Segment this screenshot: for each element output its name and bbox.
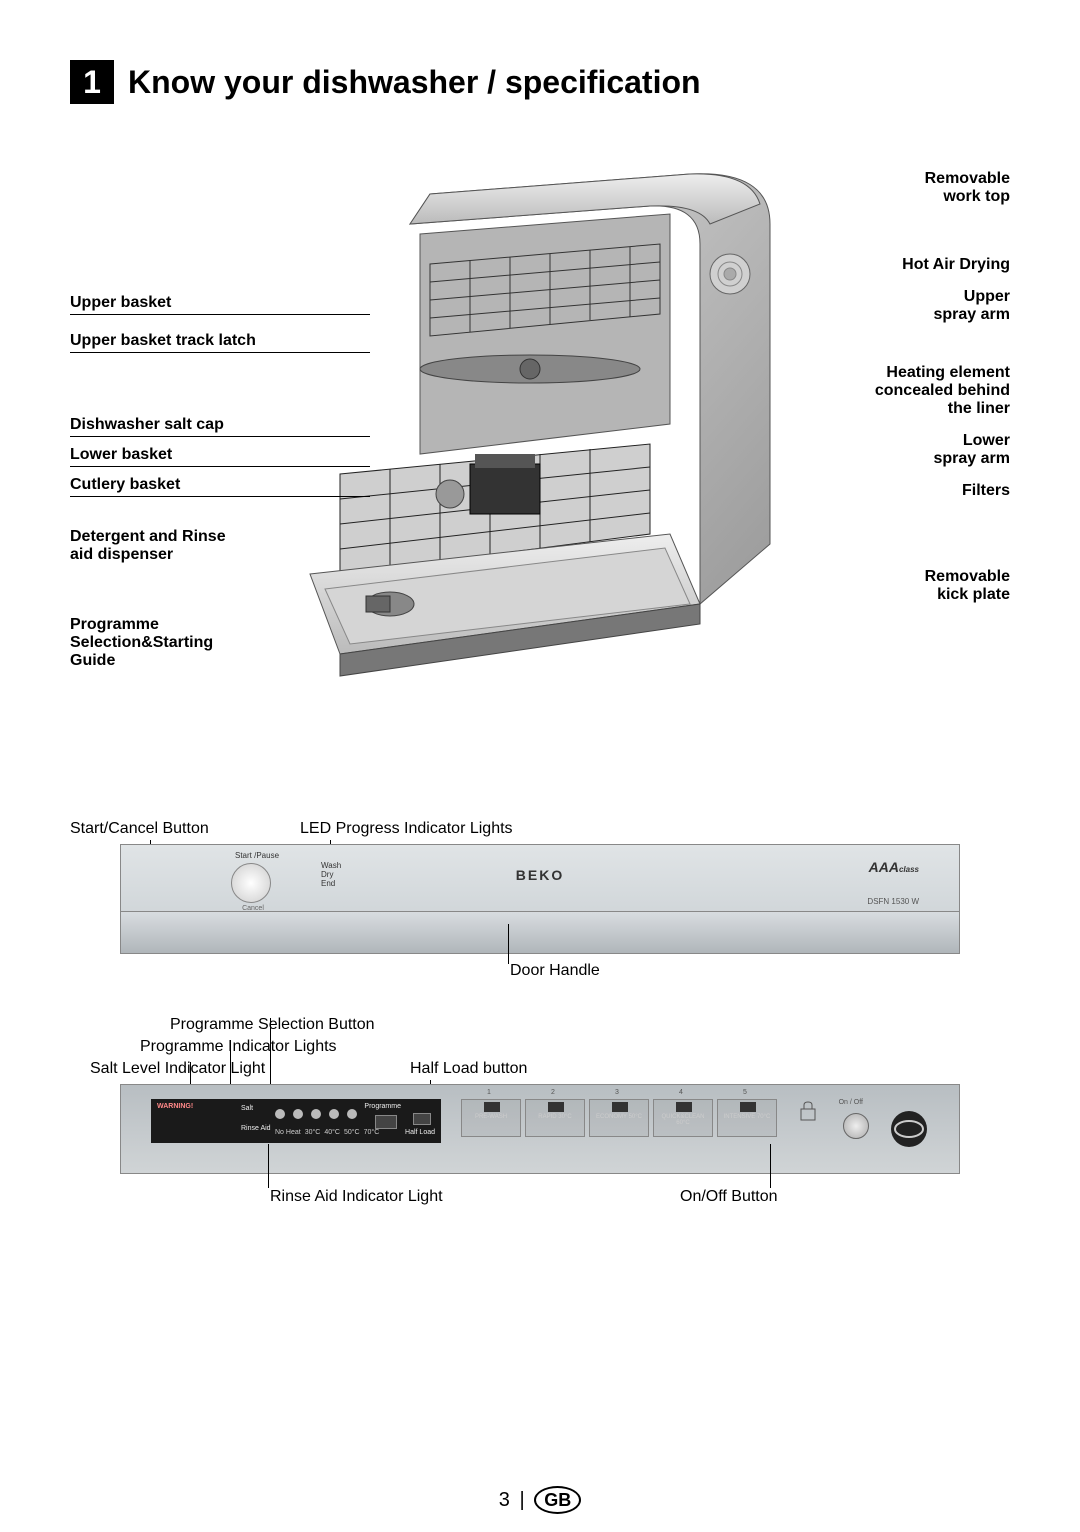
control-panel-lower-zone: Programme Selection Button Programme Ind… (70, 1084, 1010, 1174)
programme-name: ECONOMY 50°C (590, 1114, 648, 1120)
label-lower-basket: Lower basket (70, 446, 370, 467)
programme-button-label: Programme (364, 1103, 401, 1110)
wash-icon (676, 1102, 692, 1112)
led-label-wash: Wash (321, 861, 341, 870)
leader-line (230, 1040, 231, 1090)
model-number: DSFN 1530 W (867, 897, 919, 906)
programme-box: QUICK&CLEAN 60°C (653, 1099, 713, 1137)
dishwasher-diagram: Upper basket Upper basket track latch Di… (70, 164, 1010, 724)
temp-label: 70°C (364, 1129, 380, 1136)
programme-box: RAPID 30°C (525, 1099, 585, 1137)
label-cutlery-basket: Cutlery basket (70, 476, 370, 497)
label-programme-guide: Programme Selection&Starting Guide (70, 616, 370, 672)
programme-indicator-light (293, 1109, 303, 1119)
programme-indicator-light (311, 1109, 321, 1119)
upper-control-panel: Start /Pause Cancel Press&Hold 3 sec. Wa… (120, 844, 960, 954)
wash-icon (484, 1102, 500, 1112)
brand-emblem-icon (889, 1109, 929, 1149)
aaa-label: AAA (869, 859, 899, 875)
programme-name: PRE-WASH (462, 1114, 520, 1120)
section-number-badge: 1 (70, 60, 114, 104)
programme-number: 2 (551, 1089, 555, 1096)
temp-label: 50°C (344, 1129, 360, 1136)
onoff-label: On / Off (839, 1099, 863, 1106)
lock-icon (799, 1101, 817, 1121)
programme-number: 4 (679, 1089, 683, 1096)
programme-box: ECONOMY 50°C (589, 1099, 649, 1137)
page-footer: 3 | GB (0, 1489, 1080, 1512)
wash-icon (612, 1102, 628, 1112)
programme-name: QUICK&CLEAN 60°C (654, 1114, 712, 1126)
led-label-end: End (321, 879, 341, 888)
leader-line (770, 1144, 771, 1188)
caption-start-cancel: Start/Cancel Button (70, 820, 209, 838)
label-upper-basket-track-latch: Upper basket track latch (70, 332, 370, 353)
rinse-indicator-label: Rinse Aid (241, 1125, 271, 1132)
wash-icon (548, 1102, 564, 1112)
page-number: 3 (499, 1489, 510, 1511)
programme-number: 5 (743, 1089, 747, 1096)
wash-icon (740, 1102, 756, 1112)
label-kick-plate: Removable kick plate (770, 568, 1010, 604)
programme-number: 3 (615, 1089, 619, 1096)
section-header: 1 Know your dishwasher / specification (70, 60, 1010, 104)
lower-control-panel: WARNING! Salt Rinse Aid No Heat 30°C 40°… (120, 1084, 960, 1174)
leader-line (270, 1018, 271, 1088)
label-filters: Filters (770, 482, 1010, 500)
warning-label: WARNING! (157, 1103, 193, 1110)
led-label-dry: Dry (321, 870, 341, 879)
leader-line (268, 1144, 269, 1188)
section-title: Know your dishwasher / specification (128, 64, 701, 101)
onoff-button[interactable] (843, 1113, 869, 1139)
caption-onoff: On/Off Button (680, 1188, 778, 1206)
programme-number: 1 (487, 1089, 491, 1096)
programme-box: PRE-WASH (461, 1099, 521, 1137)
label-hot-air-drying: Hot Air Drying (770, 256, 1010, 274)
start-cancel-knob[interactable] (231, 863, 271, 903)
label-lower-spray-arm: Lower spray arm (770, 432, 1010, 468)
control-panel-upper-zone: Start/Cancel Button LED Progress Indicat… (70, 844, 1010, 954)
caption-programme-selection: Programme Selection Button (170, 1016, 375, 1034)
temp-label: No Heat (275, 1129, 301, 1136)
caption-programme-indicator: Programme Indicator Lights (140, 1038, 337, 1056)
label-salt-cap: Dishwasher salt cap (70, 416, 370, 437)
caption-rinse-aid: Rinse Aid Indicator Light (270, 1188, 443, 1206)
label-upper-spray-arm: Upper spray arm (770, 288, 1010, 324)
programme-indicator-light (347, 1109, 357, 1119)
caption-half-load: Half Load button (410, 1060, 527, 1078)
programme-name: RAPID 30°C (526, 1114, 584, 1120)
knob-label: Start /Pause (235, 851, 279, 860)
dark-indicator-panel: WARNING! Salt Rinse Aid No Heat 30°C 40°… (151, 1099, 441, 1143)
half-load-label: Half Load (405, 1129, 435, 1136)
caption-salt-indicator: Salt Level Indicator Light (90, 1060, 265, 1078)
label-heating-element: Heating element concealed behind the lin… (770, 364, 1010, 418)
leader-line (508, 924, 509, 964)
brand-logo: BEKO (516, 867, 564, 883)
label-removable-worktop: Removable work top (770, 170, 1010, 206)
caption-led-indicators: LED Progress Indicator Lights (300, 820, 513, 838)
programme-box: INTENSIVE 70°C (717, 1099, 777, 1137)
programme-selection-button[interactable] (375, 1115, 397, 1129)
programme-name: INTENSIVE 70°C (718, 1114, 776, 1120)
label-detergent-dispenser: Detergent and Rinse aid dispenser (70, 528, 370, 566)
aaa-class: class (899, 865, 919, 874)
programme-indicator-light (275, 1109, 285, 1119)
temp-label: 30°C (305, 1129, 321, 1136)
door-handle[interactable] (121, 911, 959, 953)
temp-label: 40°C (324, 1129, 340, 1136)
salt-indicator-label: Salt (241, 1105, 253, 1112)
half-load-button[interactable] (413, 1113, 431, 1125)
label-upper-basket: Upper basket (70, 294, 370, 315)
region-badge: GB (534, 1486, 581, 1514)
programme-indicator-light (329, 1109, 339, 1119)
caption-door-handle: Door Handle (510, 962, 600, 980)
